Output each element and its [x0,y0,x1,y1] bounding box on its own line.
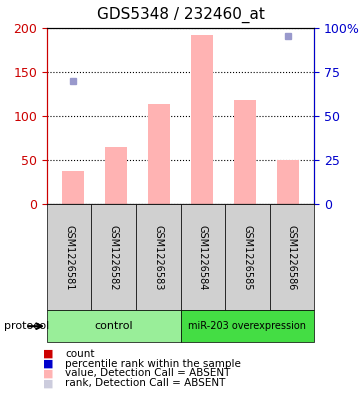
Bar [278,160,299,204]
Text: miR-203 overexpression: miR-203 overexpression [188,321,306,331]
Text: GSM1226585: GSM1226585 [242,225,252,290]
Text: value, Detection Call = ABSENT: value, Detection Call = ABSENT [65,368,230,378]
FancyBboxPatch shape [180,204,225,310]
Text: percentile rank within the sample: percentile rank within the sample [65,358,241,369]
Text: GSM1226586: GSM1226586 [287,225,297,290]
Text: protocol: protocol [4,321,49,331]
Text: ■: ■ [43,368,54,378]
Title: GDS5348 / 232460_at: GDS5348 / 232460_at [96,7,265,23]
Bar [105,147,127,204]
Bar [234,100,256,204]
FancyBboxPatch shape [47,204,91,310]
Text: control: control [95,321,133,331]
Text: GSM1226581: GSM1226581 [64,225,74,290]
Bar [62,171,83,204]
Bar [148,105,170,204]
Text: ■: ■ [43,358,54,369]
Text: ■: ■ [43,349,54,359]
FancyBboxPatch shape [225,204,270,310]
Bar [191,35,213,204]
Text: GSM1226583: GSM1226583 [153,225,163,290]
FancyBboxPatch shape [136,204,180,310]
FancyBboxPatch shape [47,310,180,342]
FancyBboxPatch shape [180,310,314,342]
FancyBboxPatch shape [91,204,136,310]
Text: ■: ■ [43,378,54,388]
FancyBboxPatch shape [270,204,314,310]
Text: GSM1226584: GSM1226584 [198,225,208,290]
Text: rank, Detection Call = ABSENT: rank, Detection Call = ABSENT [65,378,225,388]
Text: count: count [65,349,95,359]
Text: GSM1226582: GSM1226582 [109,225,119,290]
